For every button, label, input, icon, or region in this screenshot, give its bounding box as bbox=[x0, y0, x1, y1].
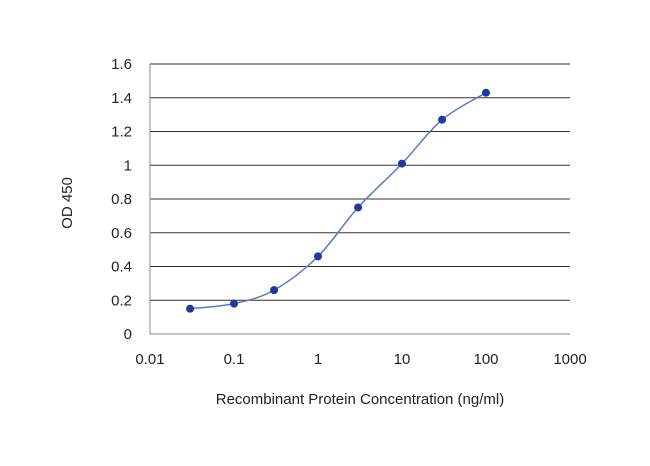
plot-frame bbox=[149, 64, 570, 335]
x-tick-label: 0.01 bbox=[135, 351, 164, 368]
x-tick-labels: 0.01 0.1 1 10 100 1000 bbox=[135, 351, 586, 368]
data-point bbox=[230, 299, 238, 308]
y-tick-label: 0 bbox=[124, 326, 132, 343]
y-tick-labels: 0 0.2 0.4 0.6 0.8 1 1.2 1.4 1.6 bbox=[111, 56, 132, 343]
series-line-path bbox=[190, 92, 487, 310]
y-axis-title: OD 450 bbox=[59, 177, 76, 229]
x-tick-label: 0.1 bbox=[224, 351, 245, 368]
x-tick-label: 1 bbox=[314, 351, 322, 368]
y-tick-label: 1 bbox=[124, 157, 132, 174]
y-tick-label: 1.2 bbox=[111, 124, 132, 141]
y-tick-label: 0.4 bbox=[111, 259, 132, 276]
x-tick-label: 1000 bbox=[553, 351, 586, 368]
y-tick-label: 1.6 bbox=[111, 56, 132, 73]
y-tick-label: 1.4 bbox=[111, 90, 132, 107]
x-axis-title: Recombinant Protein Concentration (ng/ml… bbox=[216, 391, 504, 408]
data-point bbox=[398, 159, 406, 168]
x-tick-label: 10 bbox=[394, 351, 411, 368]
data-point bbox=[186, 304, 195, 313]
series-line bbox=[190, 92, 487, 310]
data-point bbox=[438, 115, 447, 124]
data-point bbox=[314, 252, 322, 261]
x-tick-label: 100 bbox=[473, 351, 498, 368]
y-tick-label: 0.8 bbox=[111, 191, 132, 208]
grid-lines bbox=[150, 63, 570, 301]
series-points bbox=[186, 88, 490, 313]
data-point bbox=[270, 286, 279, 295]
data-point bbox=[354, 203, 363, 212]
y-tick-label: 0.6 bbox=[111, 225, 132, 242]
data-point bbox=[482, 88, 490, 97]
y-tick-label: 0.2 bbox=[111, 292, 132, 309]
